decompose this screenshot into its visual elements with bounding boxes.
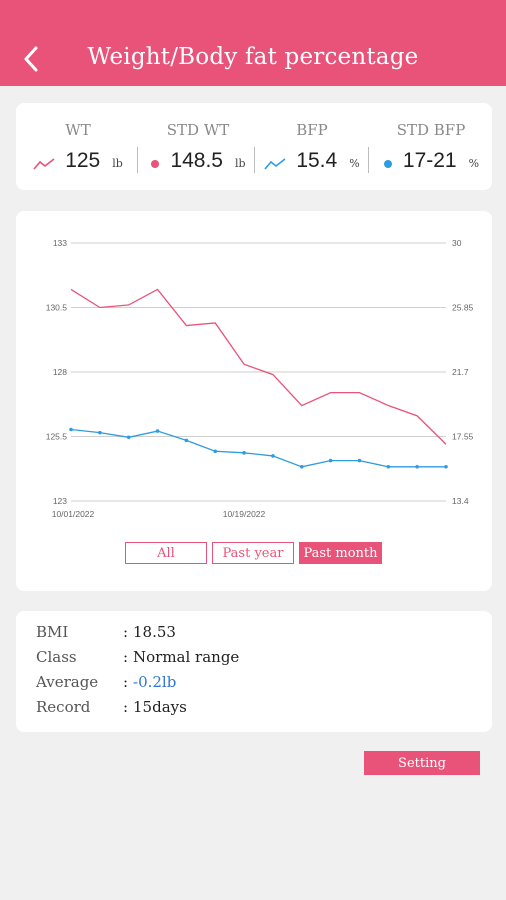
divider [137, 147, 138, 173]
stat-unit: % [468, 157, 480, 170]
info-colon: : [123, 673, 129, 691]
stat-value: 148.5 [170, 149, 223, 172]
info-value: -0.2lb [133, 673, 177, 691]
chevron-left-icon [24, 46, 38, 72]
info-colon: : [123, 648, 129, 666]
info-label: Average [36, 673, 99, 691]
y-tick-left: 125.5 [46, 432, 68, 442]
series-point [444, 465, 448, 469]
stat-wt: WT 125 lb [16, 103, 140, 190]
y-tick-right: 13.4 [452, 496, 469, 506]
page-title: Weight/Body fat percentage [87, 44, 419, 70]
series-point [213, 449, 218, 454]
series-point [69, 427, 73, 432]
stat-label: STD BFP [396, 121, 466, 139]
series-point [184, 438, 189, 443]
series-line [70, 428, 446, 468]
divider [368, 147, 369, 173]
back-button[interactable] [14, 40, 48, 78]
stat-label: STD WT [166, 121, 230, 139]
series-point [386, 465, 391, 469]
stat-bfp: BFP 15.4 % [256, 103, 368, 190]
x-tick-label: 10/19/2022 [223, 509, 266, 519]
info-value: Normal range [133, 648, 240, 666]
stat-unit: lb [235, 157, 246, 170]
series-point [98, 430, 102, 435]
info-label: Class [36, 648, 77, 666]
stat-label: BFP [296, 121, 328, 139]
info-colon: : [123, 623, 129, 641]
series-point [357, 458, 362, 463]
info-label: BMI [36, 623, 69, 641]
stat-label: WT [65, 121, 91, 139]
info-colon: : [123, 698, 129, 716]
range-all-button[interactable]: All [125, 542, 207, 564]
range-past-year-button[interactable]: Past year [212, 542, 294, 564]
y-tick-left: 128 [53, 367, 67, 377]
chart-card: 133 30 130.5 25.85 128 21.7 125.5 17.55 123 13.4 1… [16, 211, 492, 591]
series-point [328, 458, 333, 463]
info-card: BMI : 18.53 Class : Normal range Average… [16, 611, 492, 732]
app-header: Weight/Body fat percentage [0, 0, 506, 86]
y-tick-left: 133 [53, 238, 67, 248]
pink-line-trend-icon [33, 158, 55, 170]
pink-dot-icon [151, 160, 160, 168]
stat-std-wt: STD WT 148.5 lb [140, 103, 256, 190]
blue-line-trend-icon [264, 158, 286, 170]
series-point [415, 465, 419, 469]
y-tick-left: 123 [53, 496, 67, 506]
y-tick-right: 17.55 [452, 432, 474, 442]
series-point [242, 451, 246, 455]
series-point [271, 454, 275, 458]
stat-value: 125 [65, 149, 101, 172]
series-point [126, 435, 131, 440]
divider [254, 147, 255, 173]
range-past-month-button[interactable]: Past month [299, 542, 382, 564]
stat-value: 17-21 [402, 149, 457, 172]
y-tick-right: 30 [452, 238, 462, 248]
x-tick-label: 10/01/2022 [52, 509, 95, 519]
info-value: 15days [133, 698, 187, 716]
stat-unit: lb [112, 157, 123, 170]
stat-unit: % [349, 157, 360, 170]
series-point [155, 429, 160, 433]
stats-card: WT 125 lb STD WT 148.5 lb BFP 15.4 % [16, 103, 492, 190]
y-tick-right: 25.85 [452, 303, 474, 313]
info-value: 18.53 [133, 623, 176, 641]
series-line [70, 288, 447, 445]
stat-std-bfp: STD BFP 17-21 % [370, 103, 492, 190]
stat-value: 15.4 [296, 149, 338, 172]
blue-dot-icon [383, 160, 392, 168]
setting-button[interactable]: Setting [364, 751, 480, 775]
info-label: Record [36, 698, 91, 716]
y-tick-right: 21.7 [452, 367, 469, 377]
series-point [299, 465, 304, 469]
weight-bfp-chart: 133 30 130.5 25.85 128 21.7 125.5 17.55 123 13.4 1… [46, 238, 474, 519]
y-tick-left: 130.5 [46, 303, 68, 313]
